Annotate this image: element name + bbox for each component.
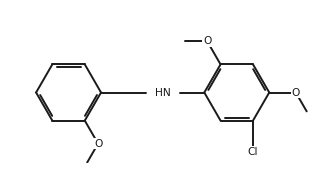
Text: O: O — [94, 139, 102, 149]
Text: HN: HN — [155, 88, 171, 97]
Text: O: O — [292, 88, 300, 97]
Text: O: O — [203, 36, 212, 46]
Text: Cl: Cl — [248, 147, 258, 157]
